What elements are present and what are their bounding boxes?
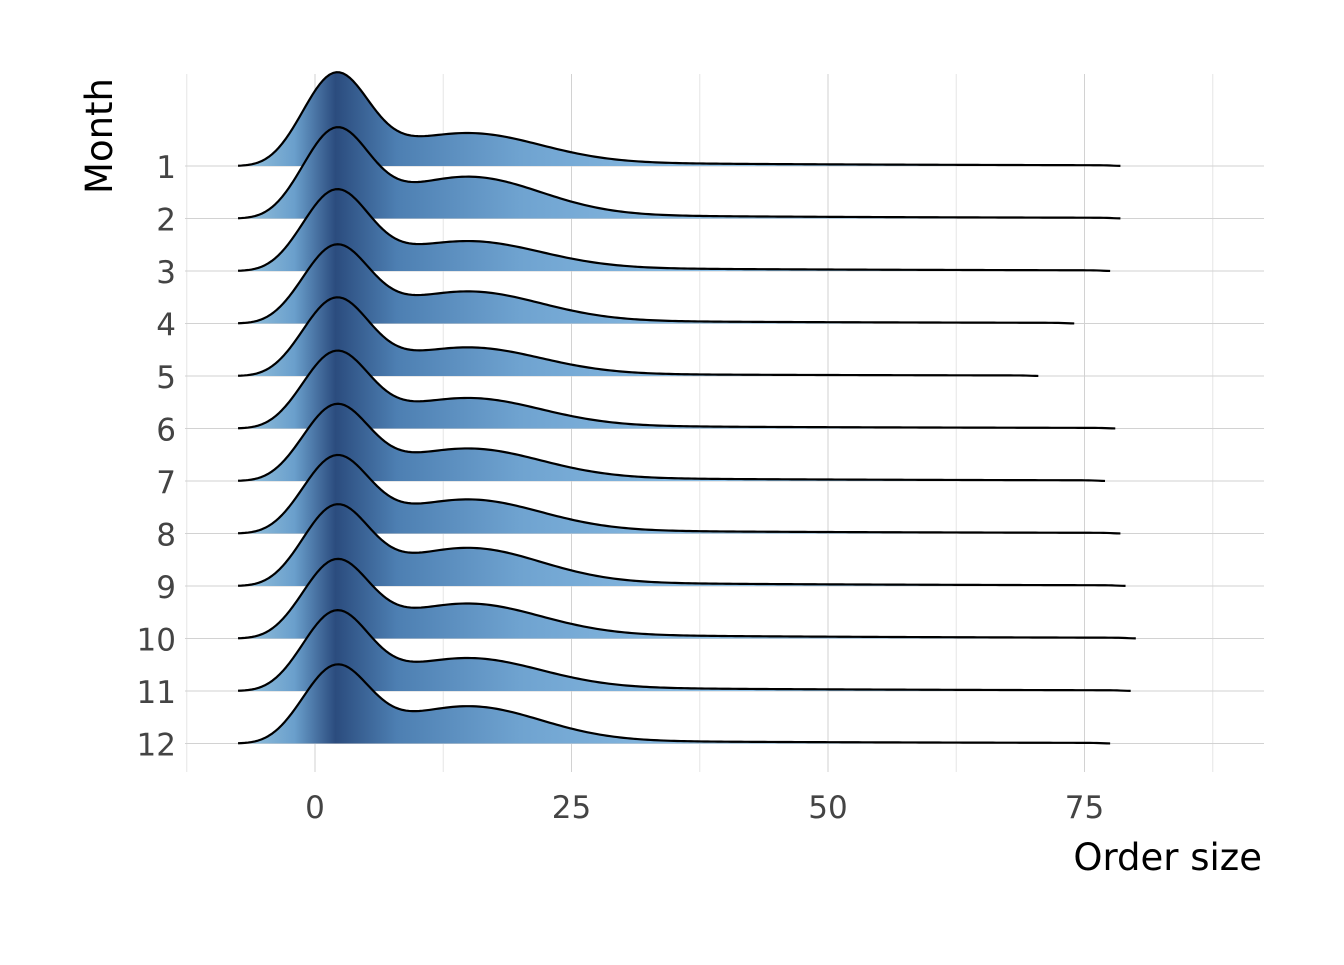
ridges [237,71,1136,745]
ridge-area-9 [238,504,1126,586]
ridge-area-3 [238,189,1111,271]
ridge-area-11 [238,610,1131,691]
ridge-month-12 [238,663,1111,745]
ridge-month-9 [238,503,1126,588]
y-tick-label: 12 [137,728,176,764]
ridge-line-4 [238,243,1075,325]
ridge-area-5 [238,297,1039,376]
ridge-line-6 [238,349,1116,430]
ridge-line-5 [238,296,1039,378]
ridge-month-1 [237,71,1121,168]
x-tick-label: 50 [808,790,847,826]
y-tick-label: 9 [156,570,176,606]
ridge-line-7 [238,402,1106,483]
ridge-area-12 [238,664,1111,744]
ridge-month-11 [237,609,1131,693]
x-tick-labels: 0 25 50 75 [305,790,1104,826]
ridge-area-8 [238,455,1121,534]
ridge-area-2 [238,127,1121,219]
y-tick-label: 2 [156,203,176,239]
x-tick-label: 25 [552,790,591,826]
y-tick-label: 7 [156,465,176,501]
x-axis-title: Order size [1073,836,1262,879]
ridge-area-1 [238,72,1121,166]
ridge-month-10 [238,557,1136,640]
y-tick-label: 6 [156,413,176,449]
y-tick-label: 11 [137,675,176,711]
ridge-line-9 [238,503,1126,588]
ridge-line-8 [238,453,1121,535]
y-tick-label: 3 [156,255,176,291]
ridge-month-5 [238,296,1039,378]
ridge-area-6 [238,350,1116,429]
ridge-line-2 [237,126,1121,220]
x-tick-label: 0 [305,790,325,826]
y-tick-label: 1 [156,150,176,186]
y-tick-label: 8 [156,518,176,554]
ridge-line-3 [238,188,1111,273]
y-tick-label: 5 [156,360,176,396]
ridge-area-7 [238,403,1106,481]
ridge-month-4 [238,243,1075,325]
y-tick-label: 10 [137,623,176,659]
y-axis-title: Month [78,78,121,194]
ridge-month-8 [238,453,1121,535]
x-tick-label: 75 [1065,790,1104,826]
ridge-line-12 [238,663,1111,745]
ridge-area-4 [238,244,1075,324]
ridge-area-10 [238,558,1136,639]
ridge-line-10 [238,557,1136,640]
y-tick-label: 4 [156,308,176,344]
ridge-month-6 [238,349,1116,430]
ridge-month-7 [238,402,1106,483]
ridge-line-11 [237,609,1131,693]
ridge-month-3 [238,188,1111,273]
ridge-month-2 [237,126,1121,220]
ridge-line-1 [237,71,1121,168]
